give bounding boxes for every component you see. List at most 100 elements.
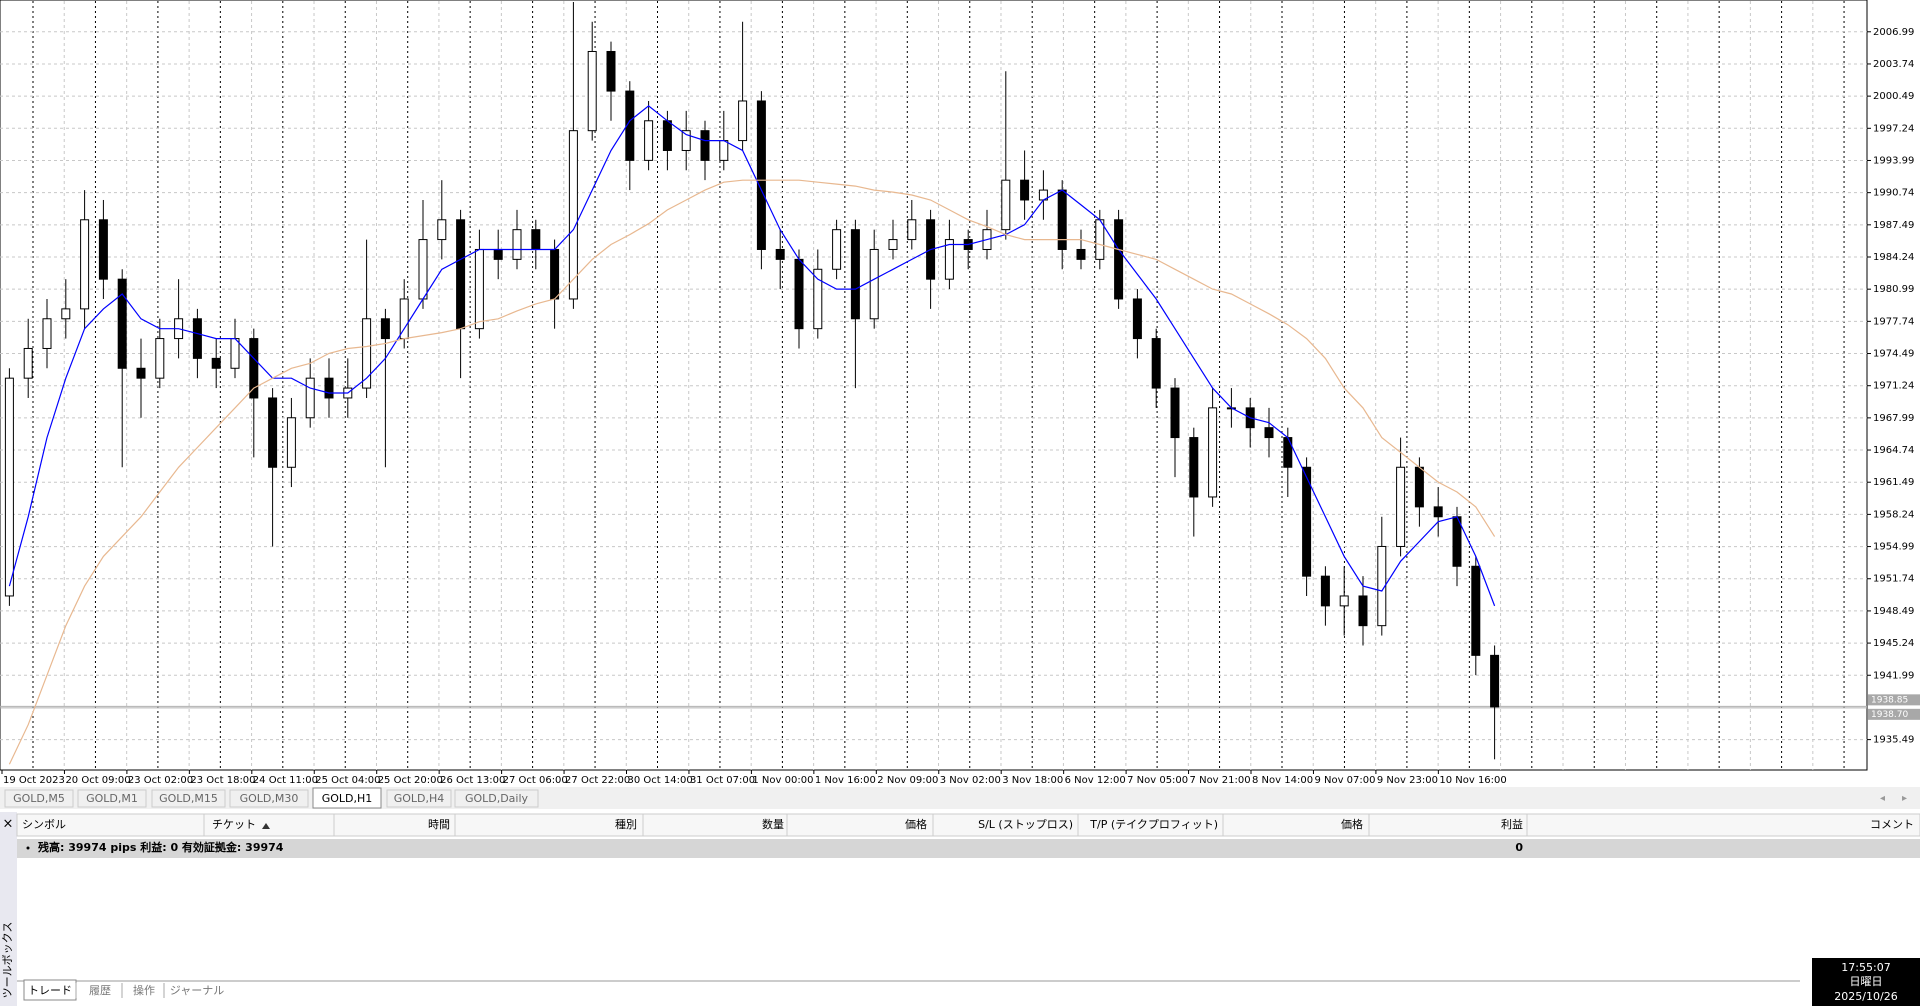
candle-body — [1170, 387, 1180, 439]
toolbox-strip — [0, 812, 17, 1006]
candle-body — [738, 100, 748, 142]
bottom-tab-label[interactable]: ジャーナル — [170, 984, 224, 997]
sort-arrow — [262, 823, 270, 829]
column-header-label[interactable]: T/P (テイクプロフィット) — [1089, 818, 1218, 831]
candle-body — [1114, 219, 1124, 300]
bottom-tab-label[interactable]: トレード — [28, 984, 72, 997]
column-header-label[interactable]: 利益 — [1501, 817, 1523, 831]
column-header-label[interactable]: チケット — [212, 818, 256, 831]
chart-tab-label[interactable]: GOLD,M5 — [13, 792, 65, 805]
scroll-left[interactable]: ◂ — [1880, 793, 1885, 804]
chart-tab[interactable] — [229, 789, 309, 808]
scroll-right[interactable]: ▸ — [1902, 793, 1907, 804]
toolbox-label: ツールボックス — [1, 922, 14, 999]
chart-tab-label[interactable]: GOLD,Daily — [465, 792, 529, 805]
y-tick-label: 1977.74 — [1873, 316, 1914, 327]
x-tick-label: 27 Oct 06:00 — [503, 775, 568, 786]
column-header-label[interactable]: S/L (ストップロス) — [978, 818, 1073, 831]
candle-body — [531, 229, 541, 250]
y-tick-label: 1951.74 — [1873, 574, 1914, 585]
y-tick-label: 1984.24 — [1873, 252, 1914, 263]
candle-body — [662, 120, 672, 151]
candle-body — [700, 130, 710, 161]
x-tick-label: 1 Nov 16:00 — [815, 775, 876, 786]
candle-body — [1151, 338, 1161, 389]
chart-area — [0, 0, 1868, 771]
candle-body — [98, 219, 108, 280]
column-header-label[interactable]: 価格 — [905, 817, 927, 831]
x-tick-label: 23 Oct 02:00 — [128, 775, 193, 786]
chart-tab-label[interactable]: GOLD,M30 — [240, 792, 299, 805]
column-header-label[interactable]: シンボル — [22, 818, 66, 831]
candle-body — [1396, 466, 1406, 547]
chart-tab[interactable] — [4, 789, 74, 808]
y-tick-label: 1958.24 — [1873, 509, 1914, 520]
candle-body — [644, 120, 654, 161]
y-tick-label: 1954.99 — [1873, 542, 1914, 553]
candle-body — [192, 318, 202, 359]
candle-body — [869, 248, 879, 320]
x-tick-label: 25 Oct 04:00 — [315, 775, 380, 786]
price-label-box — [1868, 708, 1920, 720]
x-tick-label: 23 Oct 18:00 — [190, 775, 255, 786]
candle-body — [1208, 407, 1218, 498]
price-label: 1938.70 — [1871, 710, 1908, 720]
x-tick-label: 30 Oct 14:00 — [628, 775, 693, 786]
candle-body — [324, 377, 334, 399]
candle-body — [268, 397, 278, 468]
y-tick-label: 1961.49 — [1873, 477, 1914, 488]
chart-tab-label[interactable]: GOLD,M15 — [159, 792, 218, 805]
candle-body — [155, 338, 165, 379]
chart-tab[interactable] — [77, 789, 147, 808]
candle-body — [1132, 298, 1142, 340]
clock-time: 17:55:07 — [1841, 961, 1890, 974]
candle-body — [1433, 506, 1443, 518]
column-header-label[interactable]: コメント — [1870, 818, 1914, 831]
x-tick-label: 7 Nov 21:00 — [1190, 775, 1251, 786]
candle-body — [1490, 654, 1500, 708]
candle-body — [437, 219, 447, 241]
clock-day: 日曜日 — [1850, 975, 1883, 988]
x-tick-label: 3 Nov 18:00 — [1002, 775, 1063, 786]
column-header-label[interactable]: 種別 — [615, 817, 637, 831]
candle-body — [1283, 437, 1293, 468]
candle-body — [1320, 575, 1330, 607]
clock-date: 2025/10/26 — [1834, 990, 1897, 1003]
x-tick-label: 8 Nov 14:00 — [1252, 775, 1313, 786]
x-tick-label: 24 Oct 11:00 — [253, 775, 318, 786]
chart-tab-label[interactable]: GOLD,M1 — [86, 792, 138, 805]
column-header-label[interactable]: 数量 — [762, 818, 784, 831]
chart-tab-label[interactable]: GOLD,H4 — [394, 792, 445, 805]
y-tick-label: 1941.99 — [1873, 670, 1914, 681]
candle-body — [117, 278, 127, 369]
close-button[interactable]: × — [3, 817, 14, 832]
candle-body — [1358, 595, 1368, 627]
chart-tab[interactable] — [312, 787, 382, 809]
candle-body — [474, 248, 484, 330]
candle-body — [907, 219, 917, 241]
candle-body — [1452, 516, 1462, 567]
column-header-label[interactable]: 価格 — [1341, 817, 1363, 831]
y-tick-label: 1971.24 — [1873, 381, 1914, 392]
candle-body — [888, 239, 898, 250]
moving-average — [8, 179, 1496, 765]
chart-tab[interactable] — [386, 789, 452, 808]
y-tick-label: 1964.74 — [1873, 445, 1914, 456]
chart-tab-label[interactable]: GOLD,H1 — [322, 792, 373, 805]
candle-body — [1302, 466, 1312, 577]
chart-tab[interactable] — [454, 789, 539, 808]
column-header-label[interactable]: 時間 — [428, 818, 450, 831]
chart-tab[interactable] — [151, 789, 226, 808]
y-tick-label: 1980.99 — [1873, 284, 1914, 295]
clock-box — [1812, 958, 1920, 1006]
bottom-tab-label[interactable]: 操作 — [133, 983, 155, 997]
candle-body — [1264, 427, 1274, 439]
candle-body — [681, 130, 691, 151]
bottom-tab-label[interactable]: 履歴 — [89, 984, 111, 997]
candle-body — [550, 248, 560, 300]
candle-body — [1377, 545, 1387, 627]
candle-body — [794, 258, 804, 330]
candle-body — [249, 338, 259, 399]
x-tick-label: 2 Nov 09:00 — [877, 775, 938, 786]
